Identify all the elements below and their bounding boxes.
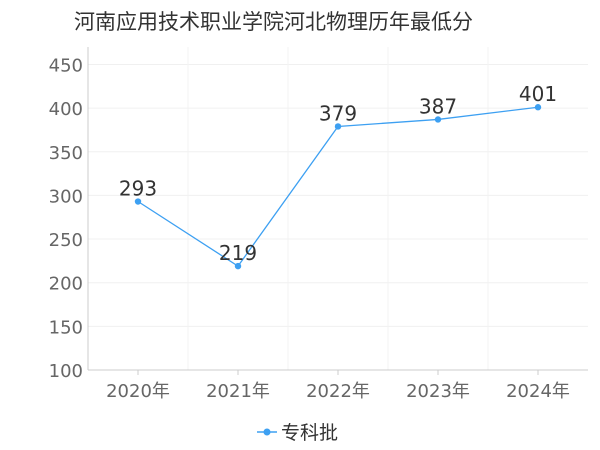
chart-title: 河南应用技术职业学院河北物理历年最低分 (74, 10, 473, 34)
legend-marker (263, 428, 271, 436)
y-tick-label: 200 (49, 274, 83, 295)
y-tick-label: 400 (49, 99, 83, 120)
x-tick-label: 2021年 (206, 381, 270, 402)
data-point (134, 198, 142, 205)
data-label: 379 (319, 101, 357, 125)
x-tick-label: 2023年 (406, 381, 470, 402)
y-tick-label: 350 (49, 143, 83, 164)
legend-label: 专科批 (281, 422, 338, 444)
y-tick-label: 150 (49, 317, 83, 338)
data-label: 387 (419, 94, 457, 118)
data-point (534, 104, 542, 111)
data-point (434, 116, 442, 123)
data-point (234, 262, 242, 270)
x-tick-label: 2024年 (506, 381, 570, 402)
data-label: 219 (219, 241, 257, 265)
x-tick-label: 2020年 (106, 381, 170, 402)
y-tick-label: 100 (49, 361, 83, 382)
data-label: 401 (519, 82, 557, 106)
x-tick-label: 2022年 (306, 381, 370, 402)
y-tick-label: 300 (49, 186, 83, 207)
y-tick-label: 450 (49, 55, 83, 76)
data-label: 293 (119, 177, 157, 201)
data-point (334, 123, 342, 130)
series-line (137, 106, 539, 267)
y-tick-label: 250 (49, 230, 83, 251)
